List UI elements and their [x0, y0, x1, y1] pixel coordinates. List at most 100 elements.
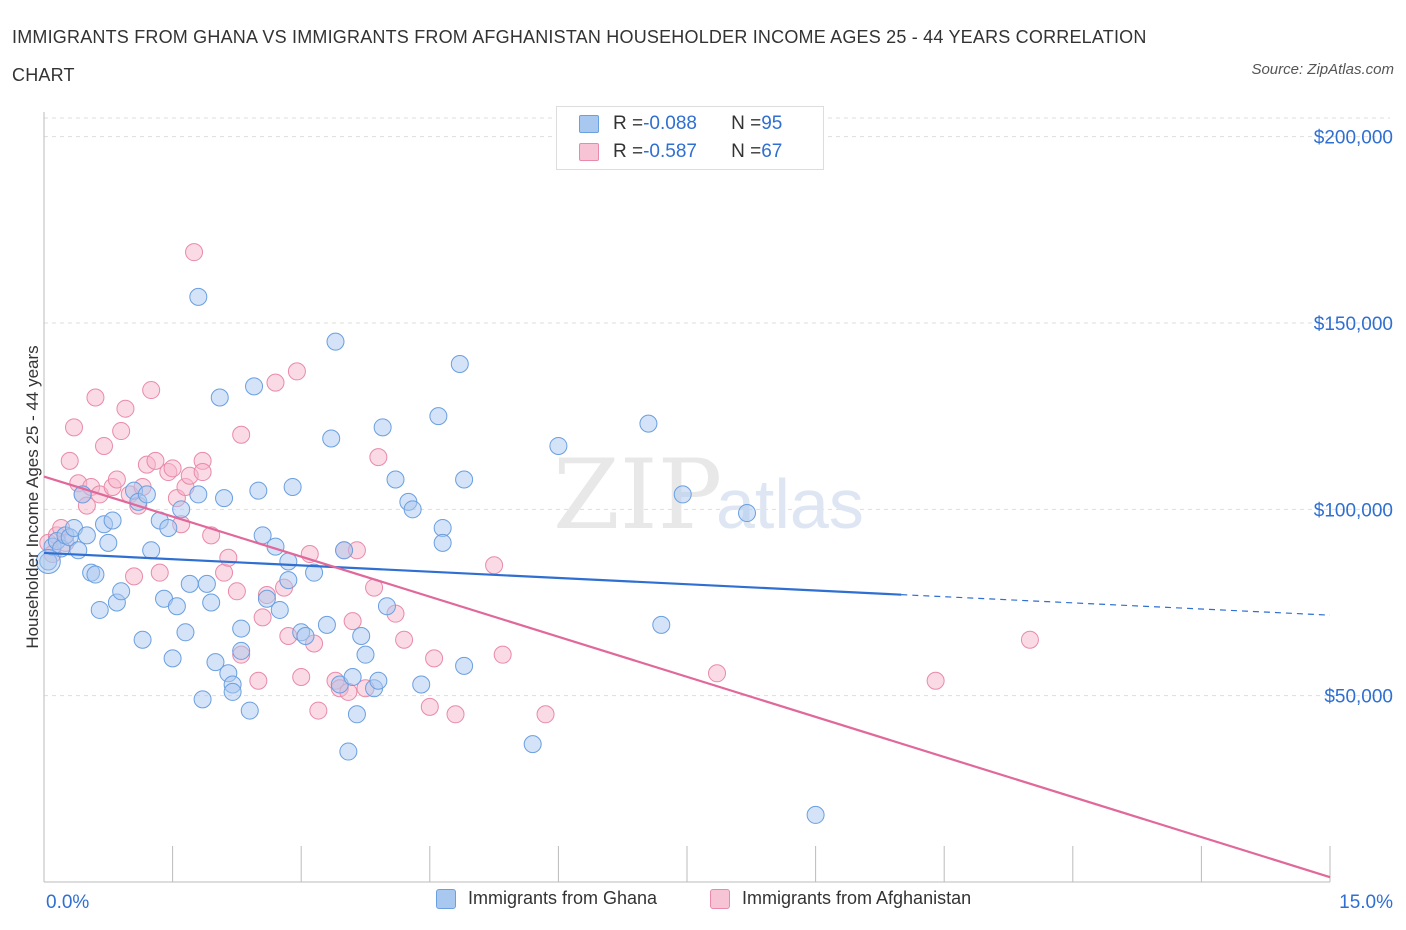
legend-label: Immigrants from Ghana: [468, 888, 658, 908]
ghana-point: [193, 690, 212, 709]
n-value: 67: [761, 141, 783, 162]
afghanistan-point: [446, 705, 465, 724]
ghana-point: [103, 511, 122, 530]
ghana-point: [142, 541, 161, 560]
ghana-point: [189, 287, 208, 306]
x-tick-label: 15.0%: [1339, 892, 1393, 913]
y-axis-label: Householder Income Ages 25 - 44 years: [23, 345, 42, 648]
ghana-point: [232, 619, 251, 638]
legend-item-afghanistan[interactable]: Immigrants from Afghanistan: [710, 888, 971, 909]
watermark-zip: ZIP: [553, 439, 722, 551]
afghanistan-swatch: [579, 143, 599, 161]
legend-item-ghana[interactable]: Immigrants from Ghana: [436, 888, 657, 909]
ghana-point: [386, 470, 405, 489]
afghanistan-point: [493, 645, 512, 664]
afghanistan-point: [253, 608, 272, 627]
ghana-point: [369, 671, 388, 690]
ghana-point: [215, 489, 234, 508]
ghana-swatch: [579, 115, 599, 133]
ghana-point: [180, 574, 199, 593]
afghanistan-point: [193, 463, 212, 482]
afghanistan-point: [215, 563, 234, 582]
afghanistan-point: [287, 362, 306, 381]
tick-labels: $50,000 $100,000 $150,000 $200,000 0.0% 15.0%: [46, 128, 1393, 913]
ghana-point: [133, 630, 152, 649]
ghana-point: [112, 582, 131, 601]
y-tick-label: $50,000: [1324, 687, 1393, 708]
ghana-point: [240, 701, 259, 720]
afghanistan-point: [485, 556, 504, 575]
ghana-point: [305, 563, 324, 582]
legend-row-ghana: R = -0.088 N = 95: [579, 111, 782, 137]
ghana-point: [347, 705, 366, 724]
ghana-point: [202, 593, 221, 612]
ghana-point: [322, 429, 341, 448]
ghana-point: [429, 407, 448, 426]
afghanistan-point: [309, 701, 328, 720]
ghana-point: [232, 641, 251, 660]
afghanistan-point: [369, 448, 388, 467]
ghana-point: [356, 645, 375, 664]
afghanistan-point: [425, 649, 444, 668]
ghana-point: [412, 675, 431, 694]
ghana-point-cluster: [35, 548, 61, 574]
r-label: R =: [613, 113, 644, 134]
afghanistan-point: [116, 399, 135, 418]
ghana-point: [99, 533, 118, 552]
afghanistan-point: [926, 671, 945, 690]
series-legend: Immigrants from Ghana Immigrants from Af…: [0, 888, 1406, 916]
ghana-point: [377, 597, 396, 616]
legend-row-afghanistan: R = -0.587 N = 67: [579, 139, 782, 165]
ghana-point: [245, 377, 264, 396]
ghana-point: [317, 615, 336, 634]
ghana-point: [90, 600, 109, 619]
source-label: Source: ZipAtlas.com: [1251, 61, 1394, 78]
afghanistan-swatch: [710, 888, 730, 909]
ghana-point: [172, 500, 191, 519]
y-tick-label: $100,000: [1314, 500, 1393, 521]
ghana-trend-extension: [901, 594, 1331, 616]
ghana-point: [249, 481, 268, 500]
ghana-point: [69, 541, 88, 560]
ghana-point: [652, 615, 671, 634]
n-label: N =: [731, 141, 762, 162]
ghana-point: [137, 485, 156, 504]
afghanistan-point: [343, 612, 362, 631]
ghana-point: [450, 354, 469, 373]
ghana-point: [279, 571, 298, 590]
afghanistan-point: [86, 388, 105, 407]
ghana-point: [673, 485, 692, 504]
ghana-point: [326, 332, 345, 351]
y-tick-label: $150,000: [1314, 314, 1393, 335]
ghana-point: [197, 574, 216, 593]
ghana-point: [639, 414, 658, 433]
grid: [44, 117, 1390, 697]
afghanistan-point: [227, 582, 246, 601]
ghana-point: [257, 589, 276, 608]
afghanistan-point: [536, 705, 555, 724]
ghana-point: [403, 500, 422, 519]
ghana-point: [352, 627, 371, 646]
r-value: -0.088: [643, 113, 697, 134]
ghana-point: [373, 418, 392, 437]
afghanistan-point: [1020, 630, 1039, 649]
r-label: R =: [613, 141, 644, 162]
ghana-point: [206, 653, 225, 672]
afghanistan-point: [163, 459, 182, 478]
ghana-points: [35, 287, 825, 824]
ghana-point: [806, 805, 825, 824]
trend-lines: [43, 475, 1331, 879]
ghana-point: [159, 518, 178, 537]
ghana-trend-line: [43, 551, 902, 596]
ghana-point: [455, 470, 474, 489]
afghanistan-point: [420, 697, 439, 716]
watermark: ZIP atlas: [553, 439, 864, 551]
ghana-point: [283, 477, 302, 496]
ghana-point: [296, 627, 315, 646]
ghana-point: [223, 682, 242, 701]
ghana-point: [270, 600, 289, 619]
legend-label: Immigrants from Afghanistan: [742, 888, 972, 908]
afghanistan-point: [95, 436, 114, 455]
ghana-point: [335, 541, 354, 560]
